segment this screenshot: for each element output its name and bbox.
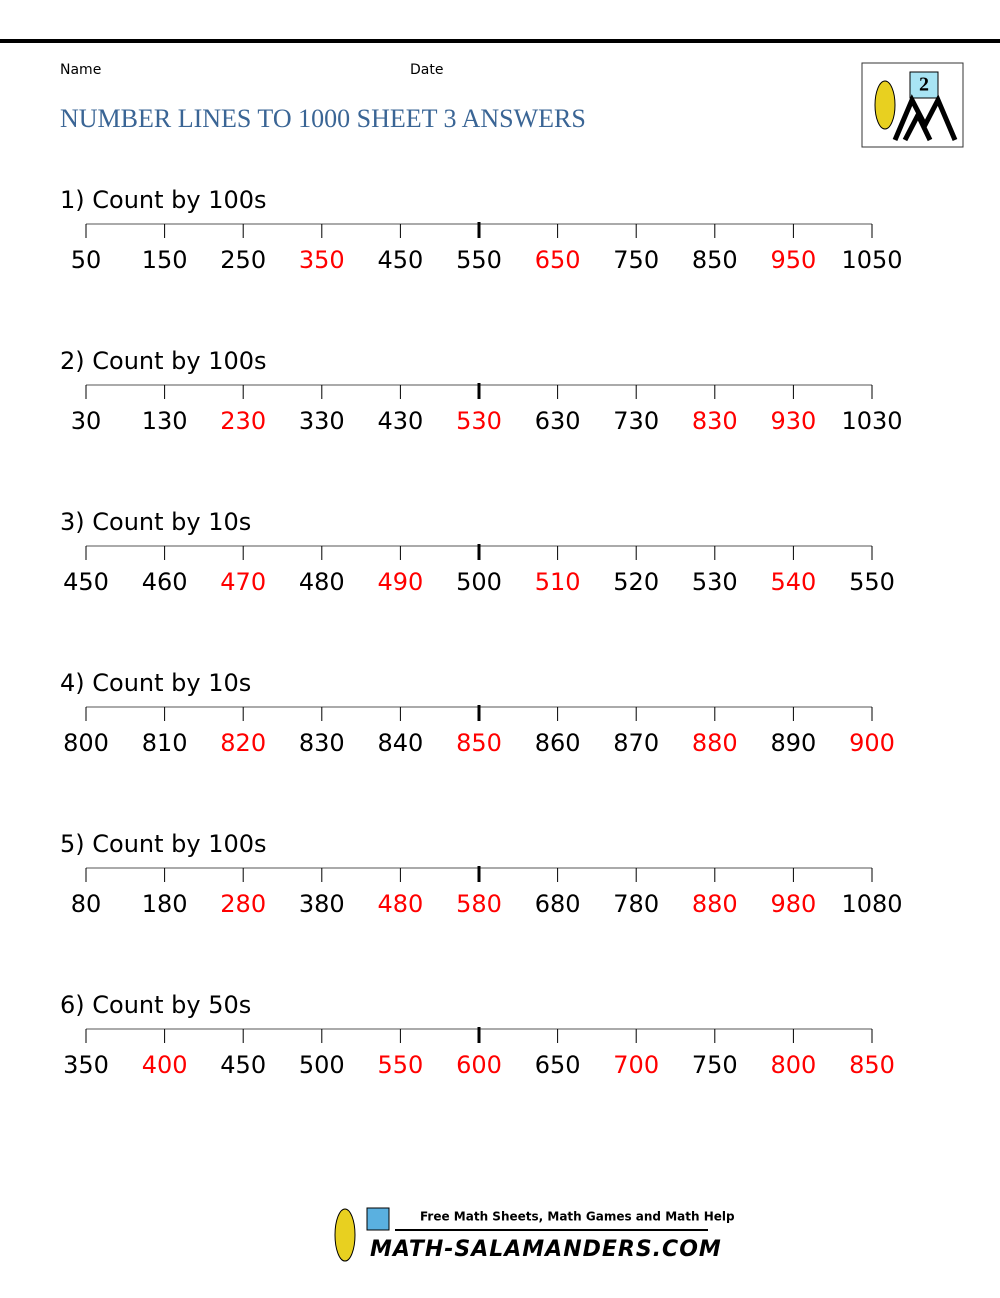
top-rule: [0, 39, 1000, 43]
tick-number: 450: [220, 1051, 266, 1079]
problem-heading: 5) Count by 100s: [60, 830, 267, 858]
tick-number: 520: [613, 568, 659, 596]
tick-number: 850: [692, 246, 738, 274]
date-label: Date: [410, 62, 443, 78]
logo-m: [892, 94, 958, 142]
tick-number: 680: [535, 890, 581, 918]
tick-number: 830: [692, 407, 738, 435]
tick-number: 490: [377, 568, 423, 596]
tick-number: 630: [535, 407, 581, 435]
logo: 2: [861, 62, 964, 148]
tick-number: 350: [63, 1051, 109, 1079]
tick-number: 850: [849, 1051, 895, 1079]
tick-number: 810: [142, 729, 188, 757]
tick-number: 900: [849, 729, 895, 757]
tick-number: 460: [142, 568, 188, 596]
tick-number: 880: [692, 729, 738, 757]
tick-number: 550: [456, 246, 502, 274]
tick-number: 830: [299, 729, 345, 757]
tick-number: 600: [456, 1051, 502, 1079]
tick-number: 750: [692, 1051, 738, 1079]
tick-number: 580: [456, 890, 502, 918]
tick-number: 800: [770, 1051, 816, 1079]
tick-number: 650: [535, 1051, 581, 1079]
tick-number: 1050: [841, 246, 902, 274]
tick-number: 750: [613, 246, 659, 274]
logo-digit: 2: [919, 74, 929, 96]
name-label: Name: [60, 62, 101, 78]
tick-number: 550: [377, 1051, 423, 1079]
tick-number: 50: [71, 246, 102, 274]
logo-board: [909, 71, 939, 99]
title: NUMBER LINES TO 1000 SHEET 3 ANSWERS: [60, 104, 586, 133]
tick-number: 280: [220, 890, 266, 918]
tick-number: 180: [142, 890, 188, 918]
tick-number: 870: [613, 729, 659, 757]
tick-number: 480: [377, 890, 423, 918]
tick-number: 840: [377, 729, 423, 757]
tick-number: 550: [849, 568, 895, 596]
tick-number: 380: [299, 890, 345, 918]
tick-number: 330: [299, 407, 345, 435]
tick-number: 530: [692, 568, 738, 596]
tick-number: 230: [220, 407, 266, 435]
tick-number: 80: [71, 890, 102, 918]
tick-number: 400: [142, 1051, 188, 1079]
tick-number: 350: [299, 246, 345, 274]
tick-number: 470: [220, 568, 266, 596]
tick-number: 980: [770, 890, 816, 918]
problem-heading: 4) Count by 10s: [60, 669, 251, 697]
tick-number: 480: [299, 568, 345, 596]
tick-number: 250: [220, 246, 266, 274]
logo-salamander: [874, 80, 896, 130]
tick-number: 500: [456, 568, 502, 596]
tick-number: 850: [456, 729, 502, 757]
tick-number: 450: [377, 246, 423, 274]
footer-board: [366, 1207, 390, 1231]
tick-number: 430: [377, 407, 423, 435]
tick-number: 950: [770, 246, 816, 274]
tick-number: 540: [770, 568, 816, 596]
tick-number: 510: [535, 568, 581, 596]
tick-number: 890: [770, 729, 816, 757]
tick-number: 30: [71, 407, 102, 435]
footer-site: MATH-SALAMANDERS.COM: [370, 1237, 722, 1262]
problems: 1) Count by 100s 50 150 250 350 450 550 650 750 8…: [60, 186, 903, 1079]
tick-number: 1080: [841, 890, 902, 918]
footer-tagline: Free Math Sheets, Math Games and Math He…: [420, 1210, 735, 1224]
footer-salamander: [334, 1208, 356, 1262]
tick-number: 860: [535, 729, 581, 757]
tick-number: 650: [535, 246, 581, 274]
tick-number: 450: [63, 568, 109, 596]
tick-number: 130: [142, 407, 188, 435]
tick-number: 780: [613, 890, 659, 918]
tick-number: 1030: [841, 407, 902, 435]
problem-heading: 6) Count by 50s: [60, 991, 251, 1019]
tick-number: 930: [770, 407, 816, 435]
tick-number: 700: [613, 1051, 659, 1079]
problem-heading: 2) Count by 100s: [60, 347, 267, 375]
tick-number: 150: [142, 246, 188, 274]
footer: Free Math Sheets, Math Games and Math He…: [334, 1207, 735, 1262]
tick-number: 730: [613, 407, 659, 435]
problem-heading: 1) Count by 100s: [60, 186, 267, 214]
tick-number: 880: [692, 890, 738, 918]
tick-number: 800: [63, 729, 109, 757]
tick-number: 500: [299, 1051, 345, 1079]
problem-heading: 3) Count by 10s: [60, 508, 251, 536]
tick-number: 820: [220, 729, 266, 757]
tick-number: 530: [456, 407, 502, 435]
